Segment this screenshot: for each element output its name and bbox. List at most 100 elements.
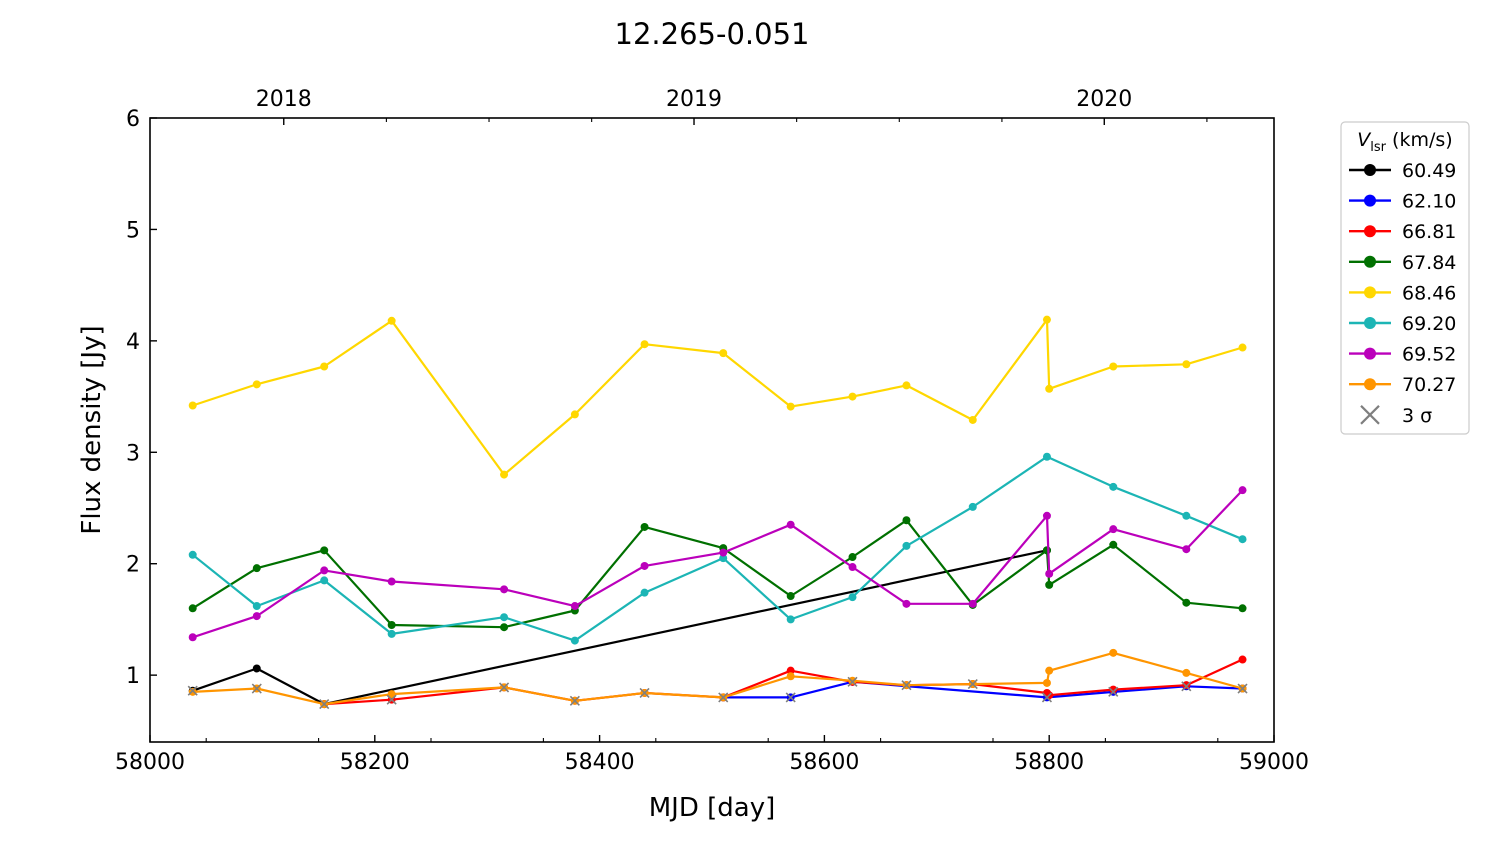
data-point (640, 588, 649, 597)
data-point (252, 380, 261, 389)
data-point (1182, 598, 1191, 607)
y-tick-label: 4 (126, 330, 140, 355)
sigma-marker (1181, 681, 1192, 692)
data-point (786, 520, 795, 529)
series-67.84 (188, 516, 1247, 632)
data-point (188, 401, 197, 410)
series-60.49 (188, 546, 1051, 709)
data-point (1109, 648, 1118, 657)
legend-sigma-label: 3 σ (1402, 405, 1432, 427)
data-point (570, 636, 579, 645)
x-tick-label: 58000 (115, 750, 185, 775)
data-point (786, 672, 795, 681)
legend-title: Vlsr (km/s) (1357, 129, 1452, 155)
legend-sigma-marker (1360, 405, 1380, 425)
top-axis-year-label: 2018 (256, 87, 312, 112)
sigma-marker (1237, 683, 1248, 694)
data-point (1109, 362, 1118, 371)
y-axis-label: Flux density [Jy] (77, 325, 107, 534)
sigma-marker (901, 680, 912, 691)
data-point (188, 604, 197, 613)
data-point (320, 546, 329, 555)
data-point (640, 522, 649, 531)
data-point (1042, 546, 1051, 555)
legend-label: 62.10 (1402, 191, 1456, 213)
data-point (848, 553, 857, 562)
data-point (320, 362, 329, 371)
data-point (786, 666, 795, 675)
sigma-marker (187, 685, 198, 696)
y-tick-label: 1 (126, 664, 140, 689)
series-line (192, 455, 1243, 642)
series-66.81 (320, 655, 1247, 709)
legend-title-v: V (1357, 129, 1372, 151)
sigma-marker (785, 692, 796, 703)
data-point (570, 410, 579, 419)
y-tick-label: 6 (126, 107, 140, 132)
x-tick-label: 58200 (340, 750, 410, 775)
data-point (500, 585, 509, 594)
y-tick-label: 5 (126, 218, 140, 243)
data-point (719, 349, 728, 358)
y-tick-label: 2 (126, 553, 140, 578)
chart-title: 12.265-0.051 (615, 17, 810, 51)
data-point (968, 415, 977, 424)
legend: Vlsr (km/s) 60.49 62.10 66.81 67.84 68.46 69.… (1340, 121, 1470, 435)
data-point (1238, 535, 1247, 544)
series-line (192, 651, 1243, 706)
sigma-markers (187, 676, 1248, 710)
data-point (1042, 678, 1051, 687)
data-point (902, 599, 911, 608)
data-point (188, 550, 197, 559)
legend-swatch-marker (1364, 255, 1376, 268)
data-point (848, 593, 857, 602)
data-point (1109, 685, 1118, 694)
data-point (640, 561, 649, 570)
series-68.46 (188, 315, 1247, 479)
data-point (848, 563, 857, 572)
data-point (719, 548, 728, 557)
legend-swatch-marker (1364, 347, 1376, 360)
data-point (1182, 511, 1191, 520)
data-point (252, 602, 261, 611)
plot-frame (149, 117, 1275, 743)
data-point (252, 564, 261, 573)
legend-swatch-marker (1364, 286, 1376, 299)
data-point (1182, 545, 1191, 554)
data-point (320, 576, 329, 585)
data-point (786, 592, 795, 601)
x-tick-label: 58600 (789, 750, 859, 775)
legend-swatch-marker (1364, 378, 1376, 391)
sigma-marker (569, 695, 580, 706)
series-62.10 (719, 677, 1247, 702)
data-point (500, 623, 509, 632)
data-point (570, 602, 579, 611)
plot-area (187, 315, 1248, 710)
legend-label: 68.46 (1402, 282, 1456, 304)
x-tick-label: 58800 (1014, 750, 1084, 775)
legend-swatch-marker (1364, 225, 1376, 238)
data-point (719, 554, 728, 563)
sigma-marker (718, 692, 729, 703)
x-tick-label: 58400 (565, 750, 635, 775)
data-point (786, 402, 795, 411)
data-point (387, 316, 396, 325)
data-point (1045, 569, 1054, 578)
data-point (387, 690, 396, 699)
sigma-marker (639, 687, 650, 699)
x-tick-label: 59000 (1239, 750, 1309, 775)
data-point (1045, 384, 1054, 393)
top-axis-year-label: 2019 (666, 87, 722, 112)
data-point (1238, 343, 1247, 352)
series-69.52 (188, 486, 1247, 642)
legend-label: 67.84 (1402, 252, 1456, 274)
data-point (500, 470, 509, 479)
data-point (902, 516, 911, 525)
sigma-marker (498, 682, 510, 693)
legend-swatch-marker (1364, 164, 1376, 176)
sigma-marker (386, 694, 397, 705)
y-tick-label: 3 (126, 441, 140, 466)
x-axis-label: MJD [day] (649, 793, 776, 823)
legend-label: 60.49 (1402, 160, 1456, 182)
data-point (387, 621, 396, 629)
